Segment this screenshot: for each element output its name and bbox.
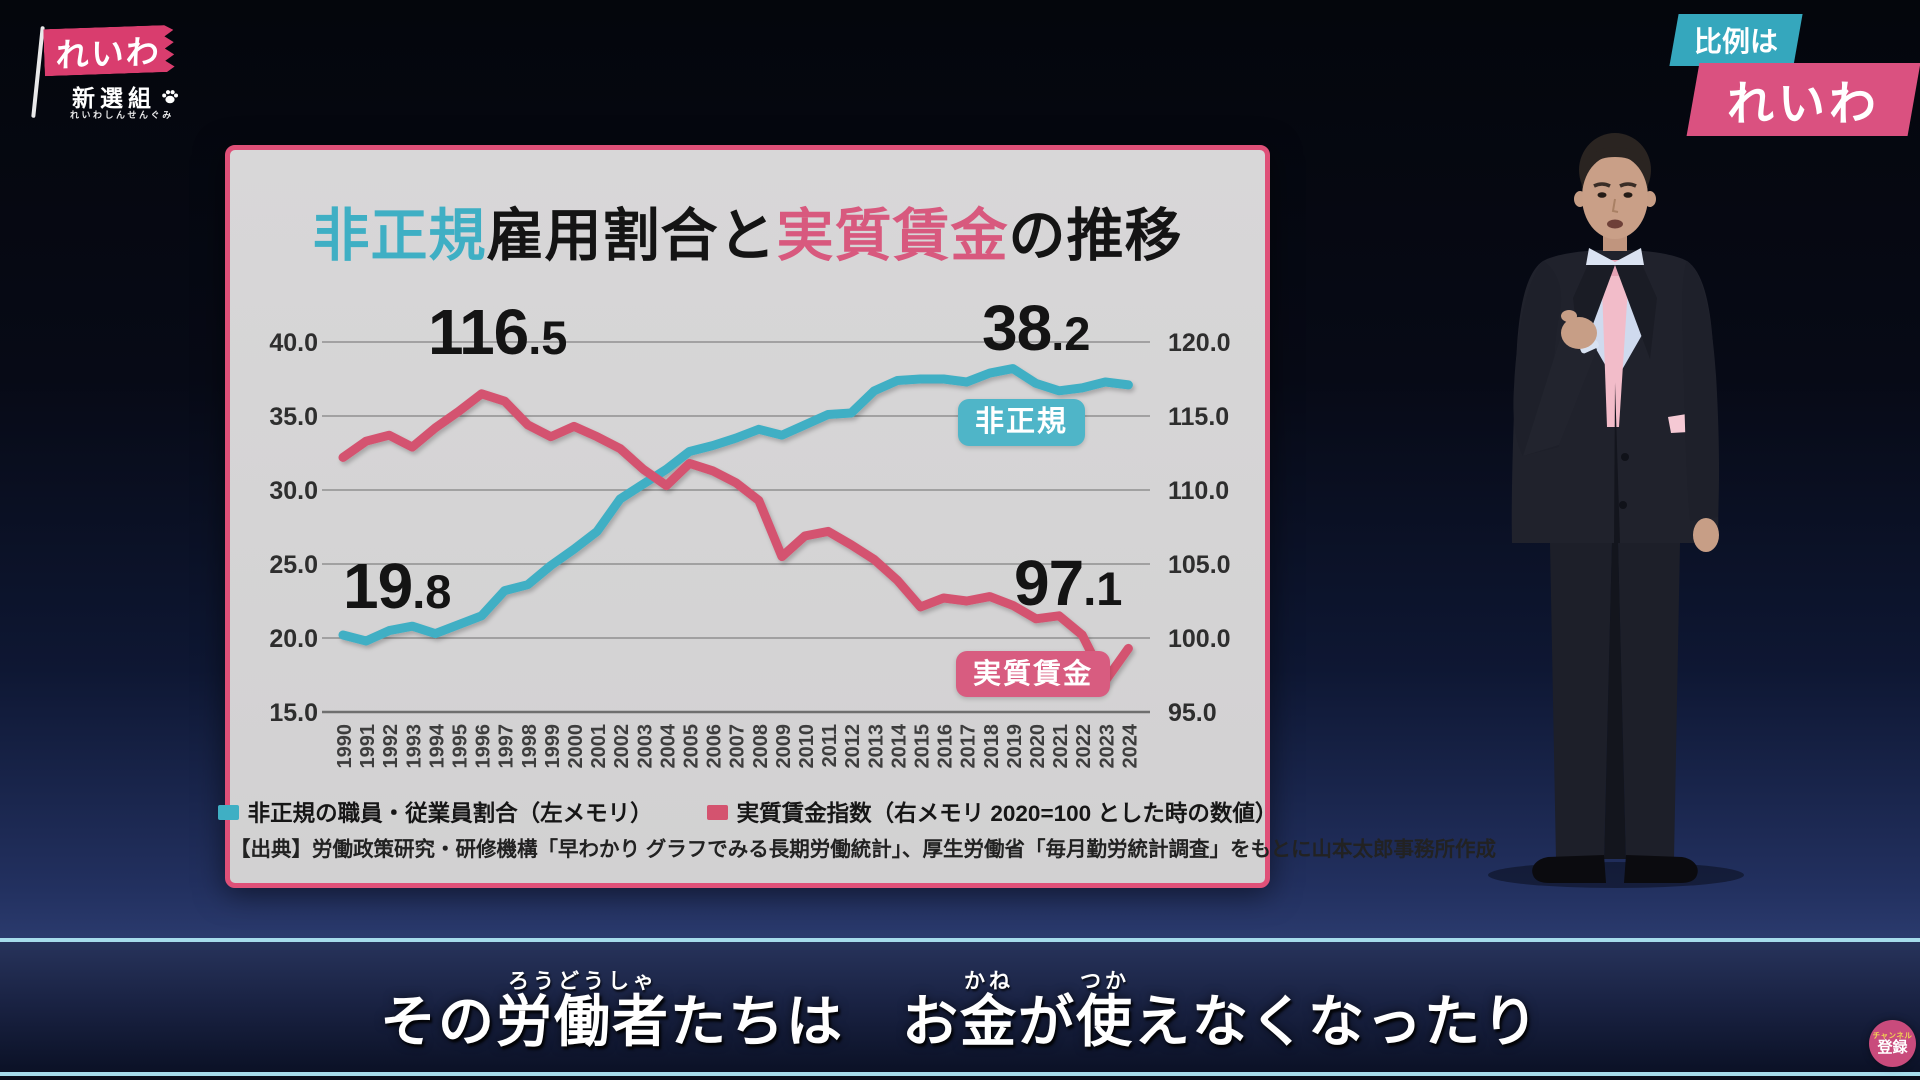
chart-title-part: 非正規 xyxy=(312,204,487,268)
svg-text:1997: 1997 xyxy=(496,724,518,769)
svg-text:1994: 1994 xyxy=(426,723,448,768)
svg-text:2016: 2016 xyxy=(935,724,957,769)
svg-text:35.0: 35.0 xyxy=(269,403,318,431)
svg-text:2003: 2003 xyxy=(634,724,656,769)
floor-shadow xyxy=(1488,862,1744,888)
chart-title-part: 雇用割合と xyxy=(486,204,777,268)
svg-text:95.0: 95.0 xyxy=(1168,699,1217,727)
svg-text:1992: 1992 xyxy=(380,724,402,769)
svg-text:115.0: 115.0 xyxy=(1168,403,1229,431)
callout-wage-peak: 116.5 xyxy=(428,296,568,368)
subscribe-badge[interactable]: チャンネル 登録 xyxy=(1869,1020,1916,1067)
party-logo: れいわ 新選組 れいわしんせんぐみ xyxy=(28,20,208,125)
chart-title-part: 実質賃金 xyxy=(776,204,1009,268)
svg-text:1998: 1998 xyxy=(519,724,541,769)
svg-text:2014: 2014 xyxy=(888,723,910,768)
svg-text:2002: 2002 xyxy=(611,724,633,769)
series-layer xyxy=(338,364,1133,686)
logo-subtext: 新選組 xyxy=(72,79,180,113)
svg-text:2000: 2000 xyxy=(565,724,587,769)
svg-text:120.0: 120.0 xyxy=(1168,329,1231,357)
svg-text:2012: 2012 xyxy=(842,724,864,769)
subtitle-band: その労働者ろうどうしゃたちは お金かねが使つかえなくなったり xyxy=(0,938,1920,1076)
subtitle-text: その労働者ろうどうしゃたちは お金かねが使つかえなくなったり xyxy=(380,970,1540,1053)
svg-text:110.0: 110.0 xyxy=(1168,477,1229,505)
svg-text:2015: 2015 xyxy=(912,724,934,769)
svg-text:20.0: 20.0 xyxy=(269,625,318,653)
series-label-realwage: 実質賃金 xyxy=(956,651,1111,697)
logo-furigana: れいわしんせんぐみ xyxy=(70,110,174,120)
face xyxy=(1582,155,1648,239)
svg-text:2024: 2024 xyxy=(1119,723,1141,768)
svg-text:1995: 1995 xyxy=(450,724,472,769)
legend-label: 実質賃金指数（右メモリ 2020=100 とした時の数値） xyxy=(736,801,1278,826)
svg-text:2011: 2011 xyxy=(819,724,841,767)
legend-item: 実質賃金指数（右メモリ 2020=100 とした時の数値） xyxy=(706,796,1278,828)
svg-text:2007: 2007 xyxy=(727,724,749,769)
chart-title-part: の推移 xyxy=(1008,204,1183,268)
flag-text: れいわ xyxy=(55,32,162,74)
svg-text:2006: 2006 xyxy=(704,724,726,769)
series-label-nonregular: 非正規 xyxy=(958,399,1086,446)
svg-text:1991: 1991 xyxy=(357,724,379,769)
svg-text:1993: 1993 xyxy=(403,724,425,769)
chart-title: 非正規雇用割合と実質賃金の推移 xyxy=(230,190,1265,272)
svg-text:100.0: 100.0 xyxy=(1168,625,1231,653)
legend-label: 非正規の職員・従業員割合（左メモリ） xyxy=(247,801,653,826)
svg-text:30.0: 30.0 xyxy=(269,477,318,505)
svg-text:2020: 2020 xyxy=(1027,724,1049,769)
svg-text:2013: 2013 xyxy=(865,724,887,769)
legend-swatch xyxy=(706,804,728,820)
svg-text:2005: 2005 xyxy=(681,724,703,769)
svg-text:2010: 2010 xyxy=(796,724,818,769)
chart-legend: 非正規の職員・従業員割合（左メモリ） 実質賃金指数（右メモリ 2020=100 と… xyxy=(217,796,1277,828)
legend-swatch xyxy=(217,804,239,820)
proportional-badge-top: 比例は xyxy=(1669,14,1803,66)
paw-icon xyxy=(162,90,178,104)
chart-panel: 非正規雇用割合と実質賃金の推移 40.0 120.0 35.0 115.0 30.0 11… xyxy=(217,145,1497,888)
svg-text:2004: 2004 xyxy=(657,723,679,768)
svg-text:40.0: 40.0 xyxy=(269,329,318,357)
svg-text:2008: 2008 xyxy=(750,724,772,769)
bottom-strip xyxy=(0,1076,1920,1080)
callout-wage-end: 97.1 xyxy=(1014,547,1123,619)
chart-source: 【出典】労働政策研究・研修機構「早わかり グラフでみる長期労働統計」、厚生労働省… xyxy=(230,838,1497,861)
svg-text:2021: 2021 xyxy=(1050,724,1072,769)
callout-nonregular-start: 19.8 xyxy=(343,550,452,622)
svg-text:2019: 2019 xyxy=(1004,724,1026,769)
callout-nonregular-peak: 38.2 xyxy=(982,292,1091,364)
chart-svg: 40.0 120.0 35.0 115.0 30.0 110.0 25.0 105.0 20.0… xyxy=(269,329,1230,769)
svg-text:1999: 1999 xyxy=(542,724,564,769)
svg-text:2023: 2023 xyxy=(1096,724,1118,769)
legend-item: 非正規の職員・従業員割合（左メモリ） xyxy=(217,796,653,828)
presenter-figure xyxy=(1488,133,1744,888)
svg-text:105.0: 105.0 xyxy=(1168,551,1231,579)
svg-text:15.0: 15.0 xyxy=(269,699,318,727)
svg-text:2001: 2001 xyxy=(588,724,610,769)
svg-text:1996: 1996 xyxy=(473,724,495,769)
svg-text:2018: 2018 xyxy=(981,724,1003,769)
flag-pole xyxy=(31,26,45,118)
svg-text:2017: 2017 xyxy=(958,724,980,769)
svg-text:25.0: 25.0 xyxy=(269,551,318,579)
svg-text:2022: 2022 xyxy=(1073,724,1095,769)
svg-text:2009: 2009 xyxy=(773,724,795,769)
flag-banner: れいわ xyxy=(43,25,175,77)
svg-text:1990: 1990 xyxy=(334,724,356,769)
axis-labels-layer: 40.0 120.0 35.0 115.0 30.0 110.0 25.0 105.0 20.0… xyxy=(269,329,1230,769)
